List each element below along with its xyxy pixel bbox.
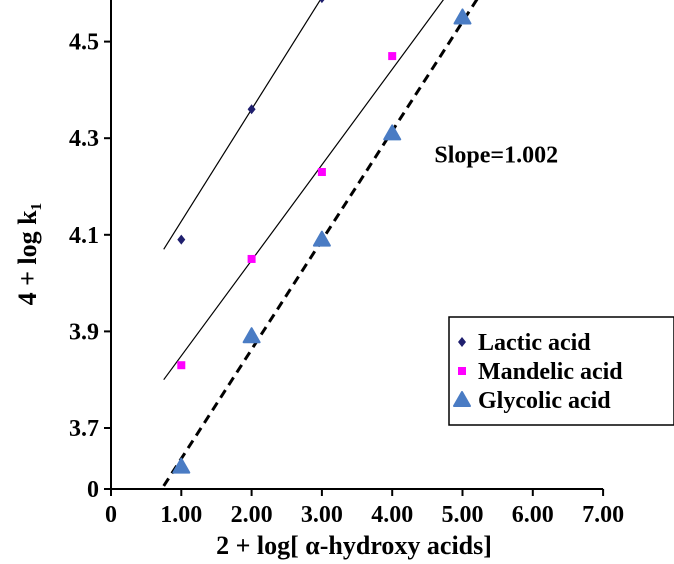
x-tick-label: 0 xyxy=(105,502,117,528)
data-point xyxy=(312,230,331,247)
y-tick-label: 4.3 xyxy=(69,126,99,152)
x-tick-label: 3.00 xyxy=(301,502,343,528)
data-point xyxy=(242,327,261,344)
data-point xyxy=(317,168,326,177)
x-tick-label: 2.00 xyxy=(231,502,273,528)
legend-box xyxy=(448,316,674,426)
legend-label: Mandelic acid xyxy=(478,359,623,385)
x-tick-label: 1.00 xyxy=(160,502,202,528)
legend: Lactic acid Mandelic acid Glycolic acid xyxy=(448,316,674,426)
data-point xyxy=(172,457,191,474)
x-axis-title: 2 + log[ α-hydroxy acids] xyxy=(216,531,492,560)
data-points xyxy=(172,0,472,474)
x-tick-label: 5.00 xyxy=(442,502,484,528)
legend-label: Glycolic acid xyxy=(478,388,611,414)
y-axis-title: 4 + log k₁ xyxy=(13,203,42,306)
trendline xyxy=(162,0,479,487)
data-point xyxy=(177,234,186,245)
legend-marker xyxy=(453,391,471,407)
x-tick-label: 7.00 xyxy=(582,502,624,528)
slope-annotations: Slope=1.001Slope=1.001Slope=1.002 xyxy=(434,142,558,168)
data-point xyxy=(453,8,472,25)
legend-label: Lactic acid xyxy=(478,330,591,356)
y-tick-label: 4.5 xyxy=(69,30,99,56)
data-point xyxy=(388,52,397,61)
y-tick-label: 0 xyxy=(87,477,99,503)
axes: 0 1.00 2.00 3.00 4.00 5.00 6.00 7.00 0 3.7 3.9 4.1 4… xyxy=(69,0,624,528)
legend-marker xyxy=(458,367,466,375)
legend-marker xyxy=(458,337,466,347)
y-tick-label: 4.1 xyxy=(69,223,99,249)
data-point xyxy=(247,254,256,263)
data-point xyxy=(319,0,325,4)
y-tick-label: 3.7 xyxy=(69,416,99,442)
trendline xyxy=(163,0,444,381)
trendline xyxy=(163,0,321,250)
x-tick-label: 4.00 xyxy=(371,502,413,528)
slope-annotation: Slope=1.002 xyxy=(434,142,558,168)
y-tick-label: 3.9 xyxy=(69,319,99,345)
x-tick-label: 6.00 xyxy=(512,502,554,528)
data-point xyxy=(247,104,256,115)
data-point xyxy=(177,361,186,370)
data-point xyxy=(383,124,402,141)
